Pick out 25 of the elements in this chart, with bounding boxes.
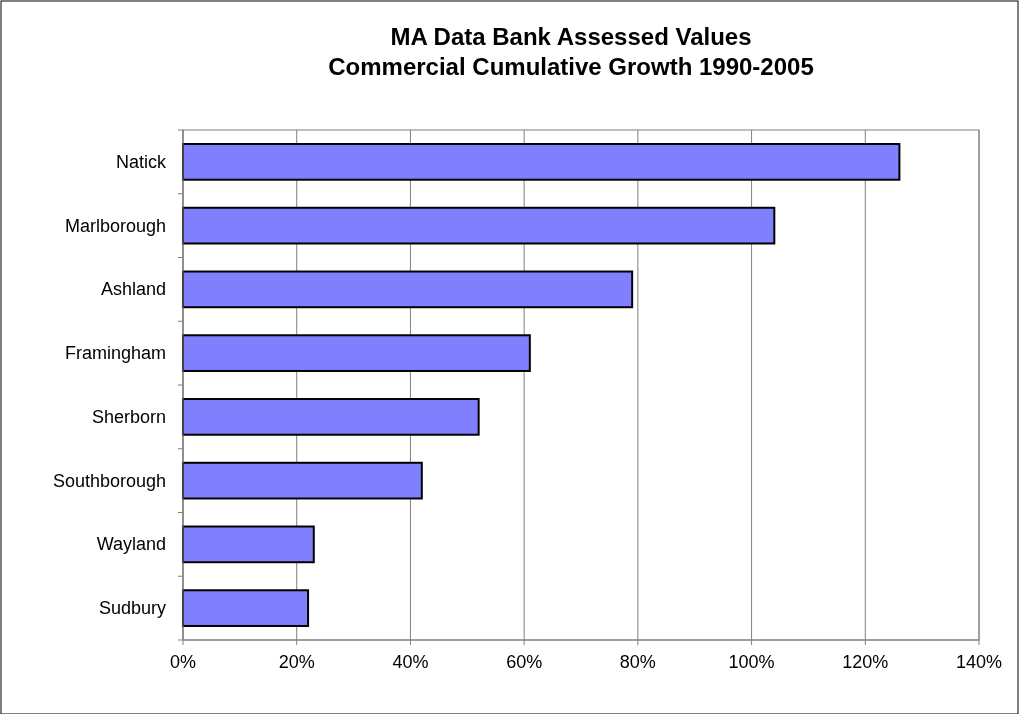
x-tick-label: 0% [169,652,197,672]
y-tick-label: Natick [115,151,167,172]
x-tick-label: 100% [728,652,775,672]
x-tick-label: 60% [506,652,543,672]
bar [182,143,901,181]
y-tick-label: Wayland [96,534,166,555]
y-tick-label: Marlborough [64,215,166,236]
bar [182,589,310,627]
x-tick-label: 40% [392,652,429,672]
x-tick-label: 80% [619,652,656,672]
y-tick-label: Framingham [64,343,166,364]
y-tick-label: Southborough [52,470,166,491]
y-tick-label: Sudbury [98,598,166,619]
y-tick-label: Ashland [100,279,166,300]
bar [182,334,531,372]
bar [182,206,776,245]
bar [182,398,480,436]
bar [182,525,315,564]
y-tick-label: Sherborn [91,406,166,427]
chart-title: MA Data Bank Assessed Values Commercial Cumulative Growth 1990-2005 [328,23,814,80]
x-tick-label: 20% [278,652,315,672]
bar [182,461,423,500]
bar [182,270,634,309]
x-tick-label: 140% [955,652,1003,672]
x-tick-label: 120% [842,652,889,672]
